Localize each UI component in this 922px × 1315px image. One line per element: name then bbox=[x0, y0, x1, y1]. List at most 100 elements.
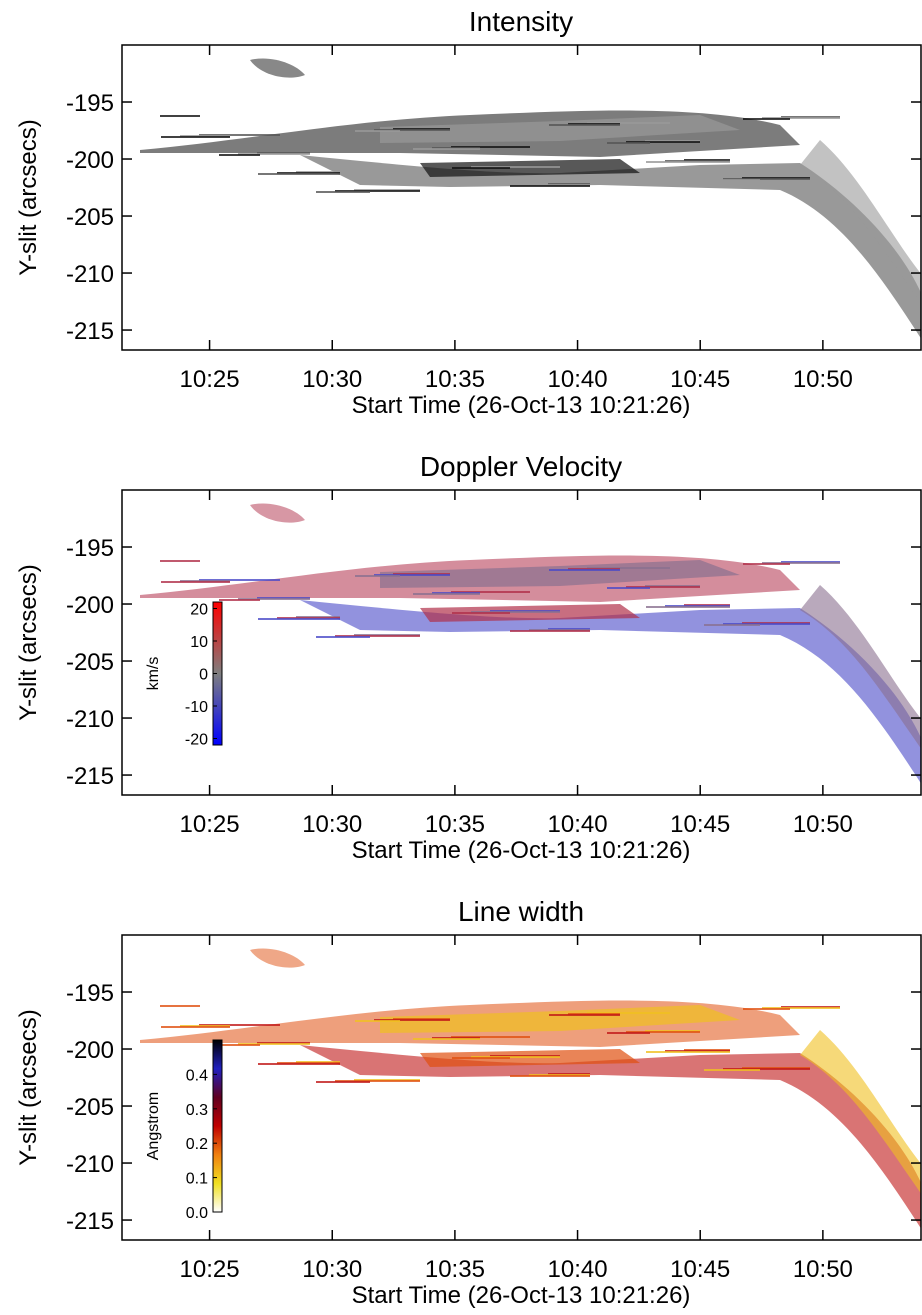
y-tick-label: -205 bbox=[66, 649, 114, 676]
colorbar-tick-label: 0 bbox=[199, 667, 208, 684]
heatmap-streak bbox=[704, 179, 760, 181]
heatmap-feature bbox=[300, 1045, 921, 1229]
x-axis-label: Start Time (26-Oct-13 10:21:26) bbox=[352, 1282, 691, 1309]
y-tick-label: -195 bbox=[66, 535, 114, 562]
heatmap-streak bbox=[199, 134, 280, 136]
heatmap-streak bbox=[762, 117, 840, 119]
heatmap-streak bbox=[258, 618, 340, 620]
heatmap-streak bbox=[510, 630, 590, 632]
x-axis-label: Start Time (26-Oct-13 10:21:26) bbox=[352, 837, 691, 864]
heatmap-streak bbox=[374, 129, 450, 131]
heatmap-streak bbox=[219, 599, 260, 601]
heatmap-streak bbox=[335, 190, 420, 192]
heatmap-streak bbox=[743, 563, 790, 565]
y-axis-label: Y-slit (arcsecs) bbox=[15, 1009, 42, 1165]
heatmap-feature bbox=[250, 503, 305, 523]
heatmap-streak bbox=[413, 1038, 480, 1040]
heatmap-streak bbox=[451, 146, 530, 148]
y-tick-label: -200 bbox=[66, 592, 114, 619]
heatmap-streak bbox=[471, 1056, 560, 1058]
heatmap-streak bbox=[238, 598, 310, 600]
heatmap-streak bbox=[471, 611, 560, 613]
heatmap-streak bbox=[452, 612, 510, 614]
y-tick-label: -195 bbox=[66, 90, 114, 117]
colorbar-tick-label: -10 bbox=[185, 699, 208, 716]
y-tick-label: -200 bbox=[66, 1037, 114, 1064]
heatmap-image bbox=[140, 58, 921, 339]
heatmap-streak bbox=[219, 154, 260, 156]
y-tick-label: -205 bbox=[66, 1094, 114, 1121]
x-tick-label: 10:40 bbox=[548, 1256, 608, 1283]
heatmap-streak bbox=[762, 1007, 840, 1009]
heatmap-streak bbox=[355, 130, 400, 132]
heatmap-streak bbox=[258, 173, 340, 175]
x-tick-label: 10:35 bbox=[425, 366, 485, 393]
x-tick-label: 10:25 bbox=[180, 1256, 240, 1283]
heatmap-streak bbox=[646, 161, 730, 163]
y-tick-label: -210 bbox=[66, 706, 114, 733]
y-tick-label: -210 bbox=[66, 261, 114, 288]
x-tick-label: 10:30 bbox=[302, 811, 362, 838]
heatmap-streak bbox=[723, 1068, 810, 1070]
heatmap-streak bbox=[452, 167, 510, 169]
y-tick-label: -195 bbox=[66, 980, 114, 1007]
colorbar bbox=[212, 1039, 223, 1213]
heatmap-streak bbox=[723, 178, 810, 180]
x-tick-label: 10:50 bbox=[793, 811, 853, 838]
heatmap-streak bbox=[413, 148, 480, 150]
heatmap-streak bbox=[626, 586, 700, 588]
chart-title: Doppler Velocity bbox=[420, 451, 622, 482]
heatmap-streak bbox=[549, 124, 620, 126]
heatmap-streak bbox=[160, 1005, 200, 1007]
heatmap-streak bbox=[762, 562, 840, 564]
x-tick-label: 10:35 bbox=[425, 811, 485, 838]
heatmap-streak bbox=[238, 153, 310, 155]
x-tick-label: 10:50 bbox=[793, 1256, 853, 1283]
colorbar-tick-label: 0.1 bbox=[186, 1171, 208, 1188]
heatmap-streak bbox=[607, 587, 650, 589]
heatmap-streak bbox=[607, 1032, 650, 1034]
heatmap-streak bbox=[316, 191, 370, 193]
x-tick-label: 10:50 bbox=[793, 366, 853, 393]
heatmap-streak bbox=[587, 122, 670, 124]
heatmap-streak bbox=[316, 1081, 370, 1083]
chart-title: Intensity bbox=[469, 6, 573, 37]
x-tick-label: 10:45 bbox=[670, 366, 730, 393]
heatmap-streak bbox=[743, 118, 790, 120]
plot-frame bbox=[121, 44, 922, 351]
x-tick-label: 10:35 bbox=[425, 1256, 485, 1283]
heatmap-streak bbox=[743, 1008, 790, 1010]
heatmap-streak bbox=[704, 1069, 760, 1071]
colorbar-label: Angstrom bbox=[145, 1092, 162, 1160]
heatmap-streak bbox=[646, 606, 730, 608]
heatmap-streak bbox=[258, 1063, 340, 1065]
x-tick-label: 10:25 bbox=[180, 366, 240, 393]
heatmap-feature bbox=[250, 58, 305, 78]
colorbar-tick-label: 10 bbox=[190, 634, 208, 651]
heatmap-feature bbox=[800, 585, 921, 749]
heatmap-streak bbox=[161, 136, 230, 138]
heatmap-streak bbox=[335, 635, 420, 637]
heatmap-streak bbox=[316, 636, 370, 638]
heatmap-streak bbox=[587, 1012, 670, 1014]
heatmap-streak bbox=[219, 1044, 260, 1046]
heatmap-feature bbox=[300, 155, 921, 339]
heatmap-streak bbox=[238, 1043, 310, 1045]
heatmap-streak bbox=[451, 591, 530, 593]
plot-frame bbox=[121, 934, 922, 1241]
heatmap-streak bbox=[374, 1019, 450, 1021]
colorbar-tick-label: 20 bbox=[190, 602, 208, 619]
heatmap-streak bbox=[510, 1075, 590, 1077]
heatmap-feature bbox=[800, 1030, 921, 1194]
heatmap-streak bbox=[626, 1031, 700, 1033]
x-axis-label: Start Time (26-Oct-13 10:21:26) bbox=[352, 392, 691, 419]
y-tick-label: -205 bbox=[66, 204, 114, 231]
heatmap-streak bbox=[451, 1036, 530, 1038]
heatmap-streak bbox=[607, 142, 650, 144]
panel: Doppler Velocity 10:25 10:30 10:35 10:40 10:4… bbox=[15, 451, 922, 864]
plot-frame bbox=[121, 489, 922, 796]
x-tick-label: 10:30 bbox=[302, 366, 362, 393]
heatmap-streak bbox=[626, 141, 700, 143]
